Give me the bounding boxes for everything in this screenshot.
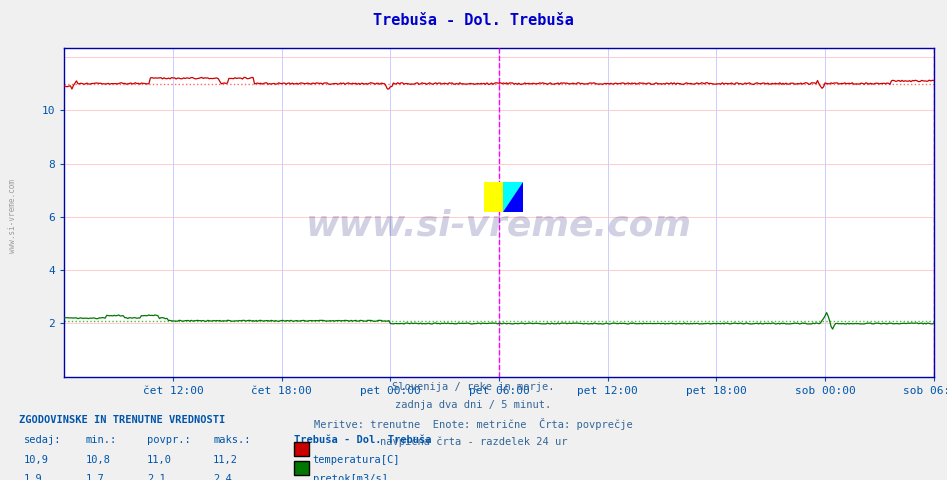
Text: maks.:: maks.: <box>213 435 251 445</box>
Text: 1,9: 1,9 <box>24 474 43 480</box>
Polygon shape <box>504 182 523 212</box>
Text: Trebuša - Dol. Trebuša: Trebuša - Dol. Trebuša <box>373 13 574 28</box>
Text: temperatura[C]: temperatura[C] <box>313 455 400 465</box>
Polygon shape <box>504 182 523 212</box>
Bar <box>484 182 504 212</box>
Text: www.si-vreme.com: www.si-vreme.com <box>306 208 692 242</box>
Text: povpr.:: povpr.: <box>147 435 190 445</box>
Text: www.si-vreme.com: www.si-vreme.com <box>8 179 17 253</box>
Text: min.:: min.: <box>85 435 116 445</box>
Text: Meritve: trenutne  Enote: metrične  Črta: povprečje: Meritve: trenutne Enote: metrične Črta: … <box>314 418 633 430</box>
Text: 1,7: 1,7 <box>85 474 104 480</box>
Text: Slovenija / reke in morje.: Slovenija / reke in morje. <box>392 382 555 392</box>
Text: ZGODOVINSKE IN TRENUTNE VREDNOSTI: ZGODOVINSKE IN TRENUTNE VREDNOSTI <box>19 415 225 425</box>
Text: 2,4: 2,4 <box>213 474 232 480</box>
Text: navpična črta - razdelek 24 ur: navpična črta - razdelek 24 ur <box>380 436 567 447</box>
Text: zadnja dva dni / 5 minut.: zadnja dva dni / 5 minut. <box>396 400 551 410</box>
Text: sedaj:: sedaj: <box>24 435 62 445</box>
Text: 10,9: 10,9 <box>24 455 48 465</box>
Text: 2,1: 2,1 <box>147 474 166 480</box>
Text: 11,2: 11,2 <box>213 455 238 465</box>
Text: pretok[m3/s]: pretok[m3/s] <box>313 474 387 480</box>
Text: 11,0: 11,0 <box>147 455 171 465</box>
Text: Trebuša - Dol. Trebuša: Trebuša - Dol. Trebuša <box>294 435 431 445</box>
Text: 10,8: 10,8 <box>85 455 110 465</box>
